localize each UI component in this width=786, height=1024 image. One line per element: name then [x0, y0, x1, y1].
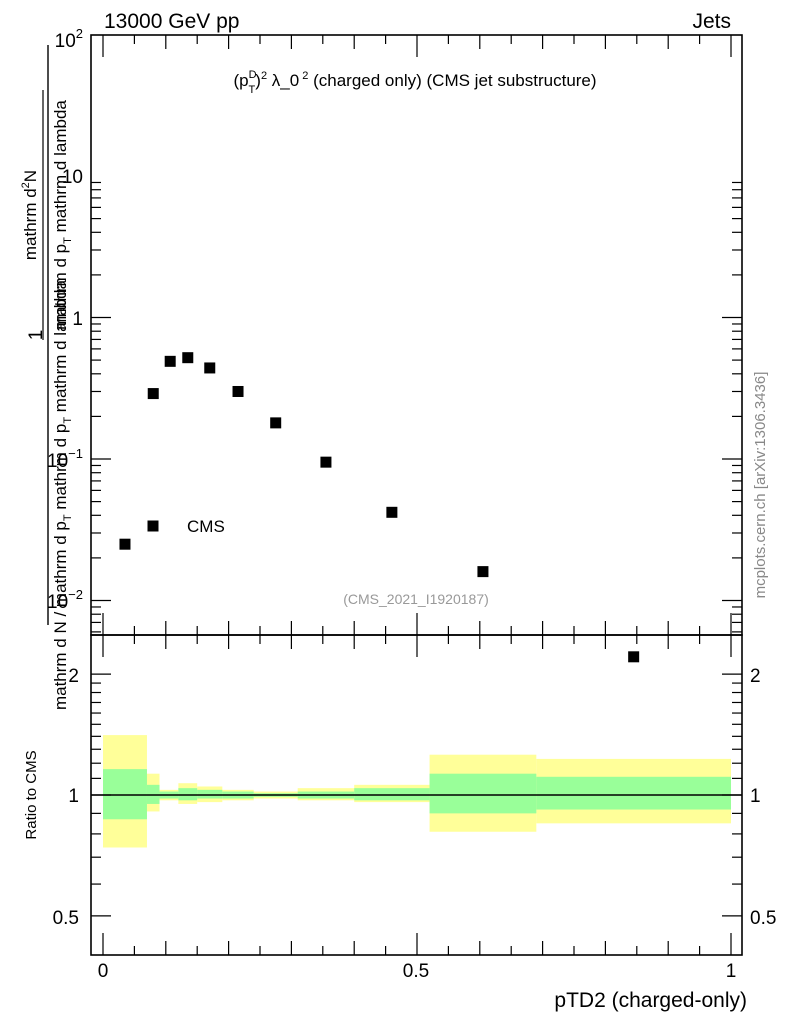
x-axis-title: pTD2 (charged-only)	[554, 989, 747, 1012]
x-tick-label-1: 1	[726, 961, 737, 982]
y-axis-title-numerator: mathrm d2N	[20, 170, 40, 260]
ratio-y-tick-label-2: 2	[68, 666, 79, 687]
header-right: Jets	[692, 10, 731, 33]
x-tick-label-0-5: 0.5	[403, 961, 429, 982]
ratio-y-tick-label-right-0-5: 0.5	[750, 908, 776, 929]
ratio-panel: 2 1 0.5 2 1 0.5 0 0.5 1 Ratio to CMS pTD…	[23, 634, 776, 1012]
y-tick-label-1: 1	[72, 309, 83, 330]
data-point-cms	[628, 651, 640, 663]
y-axis-title-denominator: mathrm d N / mathrm d pT mathrm d pT mat…	[51, 279, 74, 710]
ratio-band-inner	[103, 769, 147, 820]
data-point-cms	[164, 355, 176, 367]
ratio-y-tick-label-right-1: 1	[750, 786, 761, 807]
ratio-frame	[90, 634, 743, 956]
data-point-cms	[477, 566, 489, 578]
legend-label-cms: CMS	[187, 517, 225, 536]
mcplots-side-label: mcplots.cern.ch [arXiv:1306.3436]	[752, 372, 769, 599]
ratio-y-tick-label-0-5: 0.5	[53, 908, 79, 929]
ratio-y-tick-label-right-2: 2	[750, 666, 761, 687]
main-ticks	[91, 35, 742, 635]
ratio-band-inner	[536, 776, 731, 810]
x-tick-label-0: 0	[98, 961, 109, 982]
ratio-ticks	[91, 635, 742, 955]
data-point-cms	[232, 385, 244, 397]
y-tick-exponent: 2	[76, 26, 83, 41]
ratio-band-inner	[429, 773, 537, 814]
data-point-cms	[147, 388, 159, 400]
data-point-cms	[119, 538, 131, 550]
y-tick-label-10: 10	[62, 167, 83, 188]
ratio-y-tick-label-1: 1	[68, 786, 79, 807]
y-axis-title-derivative-denominator: mathrm d pT mathrm d lambda	[51, 100, 74, 330]
data-point-cms	[204, 362, 216, 374]
y-axis-title: 1 mathrm d2N mathrm d N / mathrm d pT ma…	[20, 45, 74, 710]
analysis-annotation: (CMS_2021_I1920187)	[343, 591, 489, 607]
ratio-band-inner	[197, 789, 223, 799]
data-point-cms	[270, 417, 282, 429]
header-left: 13000 GeV pp	[104, 10, 239, 33]
plot-title: (pD T)2 λ_0 2 (charged only) (CMS jet sub…	[233, 69, 596, 96]
main-data-points	[119, 352, 640, 663]
y-axis-title-fraction-bar: 1	[26, 330, 47, 341]
main-frame	[90, 34, 743, 636]
ratio-band-inner	[354, 788, 430, 801]
y-tick-label-100: 102	[55, 26, 83, 52]
ratio-y-axis-title: Ratio to CMS	[23, 750, 40, 839]
main-panel: 102 10 1 10−1 10−2 (pD T)2 λ_0 2 (charged…	[20, 26, 769, 710]
legend-marker-cms	[147, 520, 159, 532]
data-point-cms	[182, 352, 194, 364]
data-point-cms	[386, 506, 398, 518]
ratio-uncertainty-bands	[103, 735, 731, 848]
ratio-band-inner	[178, 788, 198, 801]
data-point-cms	[320, 456, 332, 468]
